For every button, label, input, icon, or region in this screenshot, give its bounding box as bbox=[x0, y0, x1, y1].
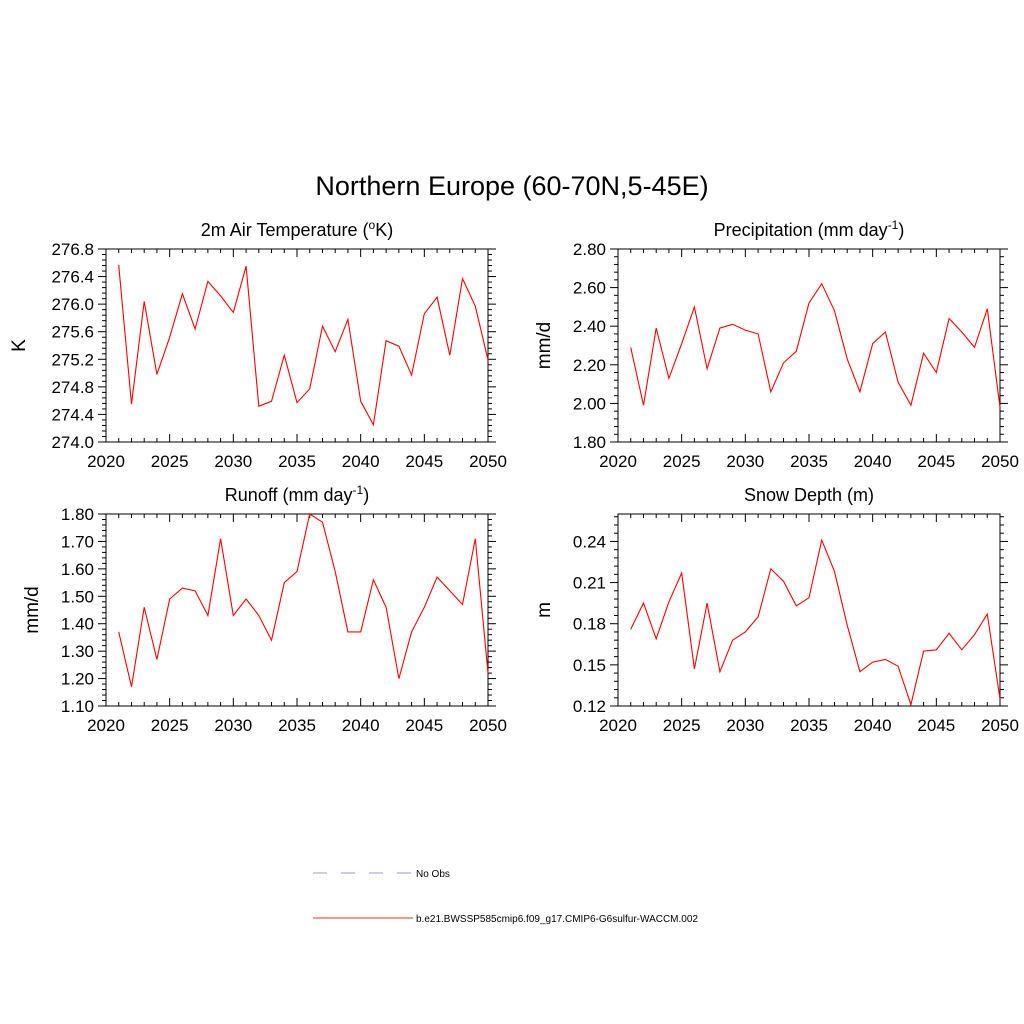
x-tick-label: 2025 bbox=[151, 452, 189, 471]
plot-frame bbox=[105, 513, 489, 707]
x-tick-label: 2025 bbox=[663, 716, 701, 735]
y-tick-label: 276.0 bbox=[51, 295, 94, 314]
panel-title: Precipitation (mm day-1) bbox=[714, 218, 905, 240]
x-tick-label: 2025 bbox=[663, 452, 701, 471]
x-tick-label: 2025 bbox=[151, 716, 189, 735]
y-tick-label: 274.4 bbox=[51, 405, 94, 424]
x-tick-label: 2020 bbox=[599, 716, 637, 735]
panel-2: Precipitation (mm day-1) mm/d 2020 2025 2030… bbox=[534, 218, 1019, 471]
series-line bbox=[118, 513, 489, 687]
x-tick-label: 2030 bbox=[726, 716, 764, 735]
x-tick-label: 2050 bbox=[981, 452, 1019, 471]
y-tick-label: 1.70 bbox=[61, 532, 94, 551]
panel-title: Runoff (mm day-1) bbox=[225, 483, 369, 505]
y-tick-label: 274.8 bbox=[51, 378, 94, 397]
y-tick-label: 1.80 bbox=[573, 433, 606, 452]
series-line bbox=[630, 538, 1001, 707]
y-axis-label: mm/d bbox=[22, 586, 43, 634]
y-tick-label: 276.4 bbox=[51, 268, 94, 287]
y-tick-label: 0.15 bbox=[573, 656, 606, 675]
panel-4: Snow Depth (m) m 2020 2025 2030 2035 2040 2045 2… bbox=[534, 485, 1019, 735]
y-tick-label: 1.30 bbox=[61, 642, 94, 661]
legend-label-no-obs: No Obs bbox=[416, 869, 450, 880]
legend: No Obs b.e21.BWSSP585cmip6.f09_g17.CMIP6… bbox=[313, 869, 698, 925]
x-tick-label: 2045 bbox=[405, 452, 443, 471]
y-tick-label: 0.12 bbox=[573, 697, 606, 716]
x-tick-label: 2020 bbox=[87, 452, 125, 471]
x-tick-label: 2020 bbox=[599, 452, 637, 471]
y-tick-label: 1.20 bbox=[61, 670, 94, 689]
legend-label-model: b.e21.BWSSP585cmip6.f09_g17.CMIP6-G6sulf… bbox=[416, 914, 698, 925]
plot-frame bbox=[105, 248, 489, 443]
x-tick-label: 2045 bbox=[917, 716, 955, 735]
y-tick-label: 274.0 bbox=[51, 433, 94, 452]
y-tick-label: 0.24 bbox=[573, 532, 606, 551]
x-tick-label: 2030 bbox=[726, 452, 764, 471]
y-tick-label: 276.8 bbox=[51, 240, 94, 259]
y-tick-label: 1.40 bbox=[61, 615, 94, 634]
x-tick-label: 2050 bbox=[469, 452, 507, 471]
y-tick-label: 1.80 bbox=[61, 505, 94, 524]
y-tick-label: 1.10 bbox=[61, 697, 94, 716]
y-tick-label: 2.00 bbox=[573, 394, 606, 413]
x-tick-label: 2035 bbox=[278, 716, 316, 735]
x-tick-label: 2035 bbox=[790, 716, 828, 735]
x-tick-label: 2050 bbox=[469, 716, 507, 735]
x-tick-label: 2030 bbox=[214, 716, 252, 735]
y-axis-label: K bbox=[9, 339, 30, 352]
y-tick-label: 275.2 bbox=[51, 350, 94, 369]
y-tick-label: 2.40 bbox=[573, 317, 606, 336]
x-tick-label: 2040 bbox=[342, 716, 380, 735]
x-tick-label: 2020 bbox=[87, 716, 125, 735]
x-tick-label: 2030 bbox=[214, 452, 252, 471]
x-tick-label: 2040 bbox=[342, 452, 380, 471]
series-line bbox=[118, 264, 489, 427]
panel-1: 2m Air Temperature (oK) K 2020 2025 2030 2035… bbox=[9, 218, 507, 471]
y-tick-label: 0.21 bbox=[573, 574, 606, 593]
x-tick-label: 2045 bbox=[405, 716, 443, 735]
x-tick-label: 2045 bbox=[917, 452, 955, 471]
x-tick-label: 2040 bbox=[854, 452, 892, 471]
panels: 2m Air Temperature (oK) K 2020 2025 2030 2035… bbox=[9, 218, 1019, 735]
y-tick-label: 275.6 bbox=[51, 323, 94, 342]
panel-title: Snow Depth (m) bbox=[744, 485, 874, 505]
x-tick-label: 2035 bbox=[278, 452, 316, 471]
x-tick-label: 2040 bbox=[854, 716, 892, 735]
y-tick-label: 2.20 bbox=[573, 356, 606, 375]
plot-frame bbox=[617, 513, 1001, 707]
panel-3: Runoff (mm day-1) mm/d 2020 2025 2030 2035 204… bbox=[22, 483, 507, 735]
y-tick-label: 2.80 bbox=[573, 240, 606, 259]
x-tick-label: 2050 bbox=[981, 716, 1019, 735]
y-axis-label: m bbox=[534, 602, 555, 618]
y-tick-label: 2.60 bbox=[573, 279, 606, 298]
y-tick-label: 0.18 bbox=[573, 615, 606, 634]
panel-title: 2m Air Temperature (oK) bbox=[201, 218, 393, 240]
x-tick-label: 2035 bbox=[790, 452, 828, 471]
y-tick-label: 1.50 bbox=[61, 587, 94, 606]
y-tick-label: 1.60 bbox=[61, 560, 94, 579]
y-axis-label: mm/d bbox=[534, 322, 555, 370]
series-line bbox=[630, 282, 1001, 408]
main-title: Northern Europe (60-70N,5-45E) bbox=[315, 171, 708, 201]
